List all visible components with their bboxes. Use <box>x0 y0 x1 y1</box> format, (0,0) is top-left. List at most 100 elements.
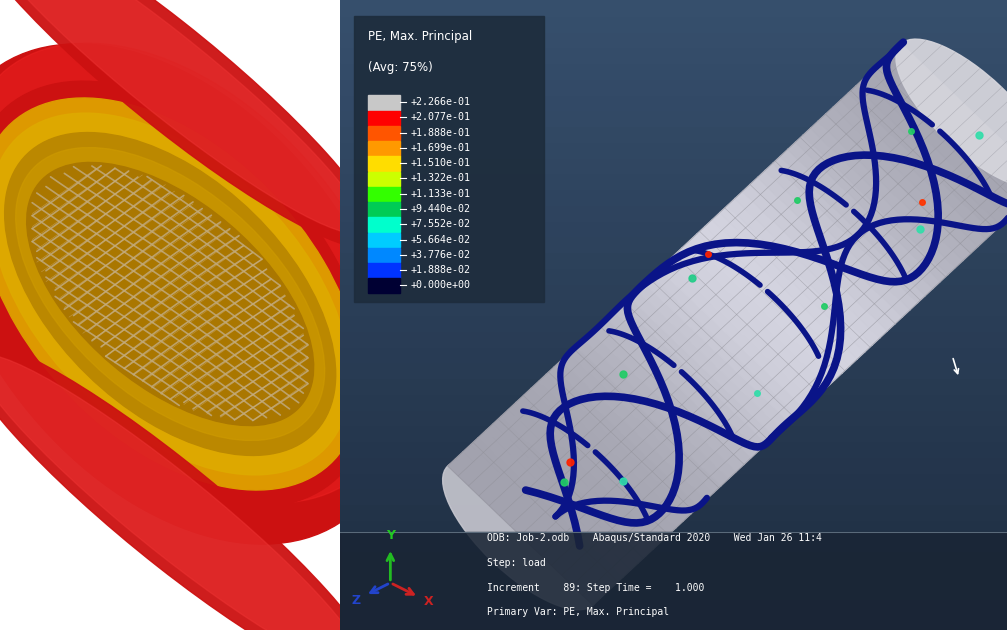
Text: +1.888e-01: +1.888e-01 <box>411 128 470 138</box>
Polygon shape <box>448 459 600 605</box>
Polygon shape <box>780 149 932 295</box>
Bar <box>340 57 1007 79</box>
Polygon shape <box>463 445 615 591</box>
Text: X: X <box>424 595 433 608</box>
Polygon shape <box>841 93 993 239</box>
Polygon shape <box>848 86 1001 232</box>
Ellipse shape <box>896 39 1007 188</box>
Ellipse shape <box>16 147 324 440</box>
Text: Y: Y <box>386 529 395 542</box>
Bar <box>369 217 401 232</box>
Polygon shape <box>584 332 736 478</box>
Polygon shape <box>591 325 744 471</box>
Text: +1.699e-01: +1.699e-01 <box>411 143 470 153</box>
Text: +5.664e-02: +5.664e-02 <box>411 234 470 244</box>
Text: +1.510e-01: +1.510e-01 <box>411 158 470 168</box>
Text: +9.440e-02: +9.440e-02 <box>411 204 470 214</box>
Polygon shape <box>675 248 827 394</box>
Bar <box>340 482 1007 504</box>
Polygon shape <box>667 255 820 401</box>
Bar <box>340 435 1007 457</box>
Text: +1.888e-02: +1.888e-02 <box>411 265 470 275</box>
Polygon shape <box>742 185 895 331</box>
Text: +0.000e+00: +0.000e+00 <box>411 280 470 290</box>
Text: (Avg: 75%): (Avg: 75%) <box>369 61 433 74</box>
Polygon shape <box>569 346 721 493</box>
Text: ODB: Job-2.odb    Abaqus/Standard 2020    Wed Jan 26 11:4: ODB: Job-2.odb Abaqus/Standard 2020 Wed … <box>487 533 822 543</box>
Bar <box>340 25 1007 47</box>
Bar <box>340 0 1007 16</box>
Bar <box>340 72 1007 94</box>
Ellipse shape <box>0 113 350 475</box>
Bar <box>340 104 1007 126</box>
Polygon shape <box>599 318 751 464</box>
Bar <box>340 183 1007 205</box>
Text: +1.322e-01: +1.322e-01 <box>411 173 470 183</box>
Bar <box>340 387 1007 410</box>
Bar <box>369 110 401 125</box>
Polygon shape <box>811 121 963 267</box>
Polygon shape <box>803 129 956 275</box>
Polygon shape <box>818 114 971 260</box>
Bar <box>340 545 1007 567</box>
Text: +1.133e-01: +1.133e-01 <box>411 189 470 198</box>
Polygon shape <box>455 452 608 598</box>
Polygon shape <box>772 156 925 302</box>
Bar <box>340 403 1007 425</box>
Bar <box>340 372 1007 394</box>
Polygon shape <box>757 171 910 317</box>
Polygon shape <box>509 403 661 549</box>
Polygon shape <box>636 283 789 429</box>
Text: Primary Var: PE, Max. Principal: Primary Var: PE, Max. Principal <box>487 607 669 617</box>
Text: Z: Z <box>351 593 361 607</box>
Bar <box>340 120 1007 142</box>
Text: +2.266e-01: +2.266e-01 <box>411 97 470 107</box>
Polygon shape <box>720 205 872 352</box>
Ellipse shape <box>0 355 364 630</box>
Bar <box>340 151 1007 173</box>
Polygon shape <box>606 311 759 457</box>
Polygon shape <box>531 382 684 528</box>
Bar <box>340 324 1007 346</box>
Bar <box>340 419 1007 441</box>
Polygon shape <box>478 431 630 577</box>
Polygon shape <box>644 276 797 422</box>
Polygon shape <box>826 107 978 253</box>
Ellipse shape <box>0 43 400 503</box>
Bar <box>340 277 1007 299</box>
Ellipse shape <box>5 132 335 455</box>
Bar <box>340 88 1007 110</box>
Bar <box>369 263 401 278</box>
Polygon shape <box>697 227 850 373</box>
Bar <box>369 232 401 247</box>
Polygon shape <box>682 241 835 387</box>
Text: Step: load: Step: load <box>487 558 546 568</box>
Polygon shape <box>539 374 691 520</box>
Polygon shape <box>470 438 623 584</box>
Ellipse shape <box>0 81 373 507</box>
Bar <box>340 309 1007 331</box>
Bar <box>340 529 1007 551</box>
Ellipse shape <box>0 0 364 233</box>
Polygon shape <box>727 198 880 345</box>
Text: +2.077e-01: +2.077e-01 <box>411 112 470 122</box>
Bar <box>353 16 544 302</box>
Polygon shape <box>886 51 1007 197</box>
Polygon shape <box>614 304 766 450</box>
Polygon shape <box>652 269 805 415</box>
Polygon shape <box>516 396 669 542</box>
Bar <box>369 156 401 171</box>
Polygon shape <box>524 389 676 535</box>
Bar <box>340 608 1007 630</box>
Polygon shape <box>833 100 986 246</box>
Bar <box>340 41 1007 63</box>
Polygon shape <box>856 79 1007 225</box>
Bar <box>340 293 1007 315</box>
Bar <box>340 246 1007 268</box>
Polygon shape <box>554 360 706 507</box>
Polygon shape <box>893 44 1007 190</box>
Bar <box>340 576 1007 598</box>
Polygon shape <box>546 367 699 513</box>
Ellipse shape <box>443 461 598 610</box>
Bar <box>369 141 401 156</box>
